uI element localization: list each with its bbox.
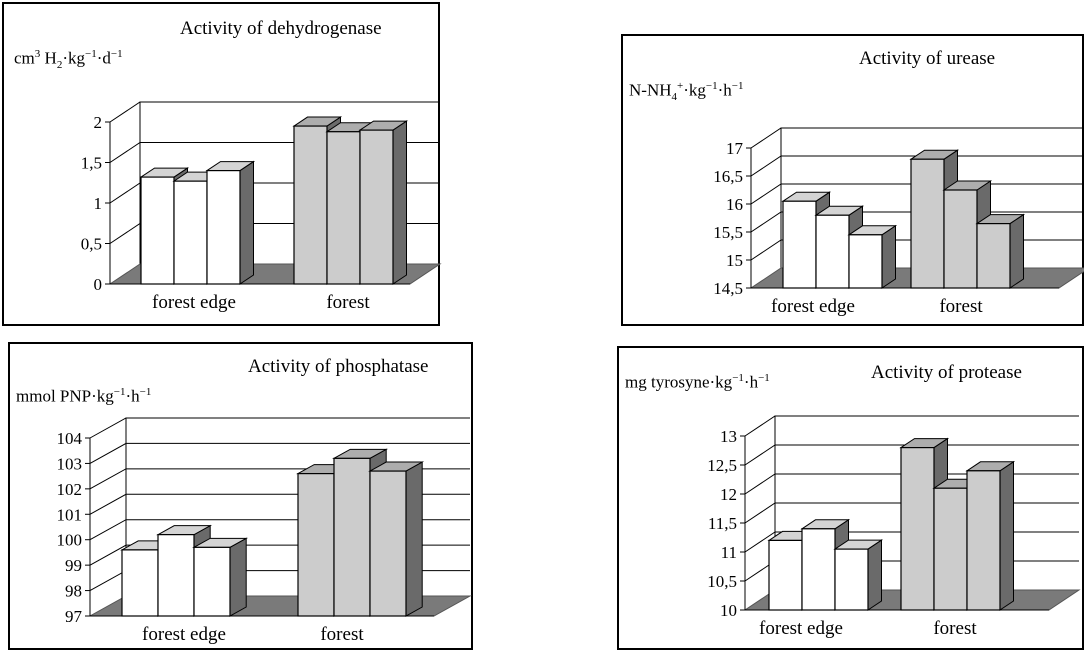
y-tick-label: 10 xyxy=(720,601,737,620)
bar xyxy=(975,213,1026,289)
y-tick-label: 101 xyxy=(57,505,83,524)
y-tick-label: 97 xyxy=(65,607,83,626)
bar-front xyxy=(157,534,195,617)
chart-dehydrogenase: 0 0,5 1 1,5 2 forest edge forest xyxy=(81,101,442,313)
gridline xyxy=(750,155,1084,177)
y-tick-label: 12,5 xyxy=(707,456,737,475)
chart-panel-protease: 10 10,5 11 11,5 12 12,5 13 forest edge forest Ac… xyxy=(617,346,1084,650)
y-tick-label: 11 xyxy=(721,543,737,562)
chart-ylabel: mg tyrosyne·kg−1·h−1 xyxy=(625,372,770,392)
bar-front xyxy=(333,457,371,617)
bar-front xyxy=(782,200,817,289)
bar-front xyxy=(140,176,175,285)
bar-side xyxy=(405,461,423,617)
chart-protease: 10 10,5 11 11,5 12 12,5 13 forest edge forest xyxy=(707,415,1081,639)
bar-front xyxy=(910,158,945,289)
bar-front xyxy=(815,214,850,289)
bar-front xyxy=(966,470,1001,611)
x-category-label: forest xyxy=(326,292,370,313)
chart-panel-phosphatase: 97 98 99 100 101 102 103 104 forest edge forest A… xyxy=(8,342,473,650)
y-tick-label: 15,5 xyxy=(713,223,743,242)
x-category-label: forest edge xyxy=(152,292,236,313)
chart-title: Activity of protease xyxy=(871,362,1022,383)
bar xyxy=(192,537,249,617)
chart-ylabel: mmol PNP·kg−1·h−1 xyxy=(16,386,152,406)
bar-front xyxy=(173,180,208,285)
x-category-label: forest edge xyxy=(771,296,855,317)
chart-panel-urease: 14,5 15 15,5 16 16,5 17 forest edge forest Acti… xyxy=(621,34,1084,326)
x-category-label: forest xyxy=(320,624,364,645)
bar-front xyxy=(801,528,836,611)
bar-front xyxy=(848,234,883,289)
bar-front xyxy=(768,539,803,611)
bar-front xyxy=(976,223,1011,289)
y-tick-label: 13 xyxy=(720,427,737,446)
y-tick-label: 0,5 xyxy=(81,235,102,254)
bar xyxy=(205,160,256,285)
y-tick-label: 100 xyxy=(57,531,83,550)
y-tick-label: 10,5 xyxy=(707,572,737,591)
x-category-label: forest edge xyxy=(759,618,843,639)
bar-side xyxy=(229,537,247,617)
bar-front xyxy=(121,549,159,617)
bar-front xyxy=(326,131,361,285)
bar-front xyxy=(834,548,869,611)
x-category-label: forest edge xyxy=(142,624,226,645)
y-tick-label: 14,5 xyxy=(713,279,743,298)
gridline xyxy=(89,442,470,464)
gridline xyxy=(89,417,470,439)
y-tick-label: 1,5 xyxy=(81,154,102,173)
bar-side xyxy=(1009,213,1024,289)
bar-front xyxy=(206,170,241,285)
gridline xyxy=(744,415,1079,437)
bar-front xyxy=(900,446,935,611)
bar xyxy=(814,205,865,289)
chart-urease: 14,5 15 15,5 16 16,5 17 forest edge forest xyxy=(713,127,1084,317)
y-tick-label: 16,5 xyxy=(713,167,743,186)
y-tick-label: 1 xyxy=(94,194,103,213)
x-category-label: forest xyxy=(939,296,983,317)
y-tick-label: 104 xyxy=(57,429,83,448)
bar-front xyxy=(933,487,968,611)
gridline xyxy=(750,127,1084,149)
y-tick-label: 98 xyxy=(65,582,82,601)
bar-front xyxy=(297,473,335,617)
y-tick-label: 17 xyxy=(726,139,744,158)
bar xyxy=(368,461,425,617)
gridline xyxy=(744,444,1079,466)
bar xyxy=(965,460,1016,611)
bar-front xyxy=(369,470,407,617)
chart-title: Activity of dehydrogenase xyxy=(180,18,382,39)
y-tick-label: 2 xyxy=(94,113,103,132)
bar xyxy=(847,224,898,289)
bar-side xyxy=(999,460,1014,611)
bar-side xyxy=(867,539,882,611)
chart-title: Activity of phosphatase xyxy=(248,356,429,377)
chart-ylabel: N-NH4+·kg−1·h−1 xyxy=(629,80,744,104)
bar xyxy=(358,120,409,285)
bar-side xyxy=(239,160,254,285)
chart-phosphatase: 97 98 99 100 101 102 103 104 forest edge forest xyxy=(57,417,472,645)
chart-ylabel: cm3 H2·kg−1·d−1 xyxy=(14,48,123,72)
bar xyxy=(833,539,884,611)
bar-front xyxy=(293,125,328,285)
bar-front xyxy=(359,129,394,285)
chart-panel-dehydrogenase: 0 0,5 1 1,5 2 forest edge forest Activity of d… xyxy=(2,2,442,326)
y-tick-label: 16 xyxy=(726,195,743,214)
bar-side xyxy=(392,120,407,285)
y-tick-label: 0 xyxy=(94,275,103,294)
y-tick-label: 15 xyxy=(726,251,743,270)
y-tick-label: 99 xyxy=(65,556,82,575)
x-category-label: forest xyxy=(933,618,977,639)
bar-front xyxy=(193,546,231,617)
chart-title: Activity of urease xyxy=(859,48,996,69)
bar-front xyxy=(943,189,978,289)
y-tick-label: 12 xyxy=(720,485,737,504)
y-tick-label: 103 xyxy=(57,454,83,473)
gridline xyxy=(109,101,440,123)
y-tick-label: 102 xyxy=(57,480,83,499)
y-tick-label: 11,5 xyxy=(708,514,737,533)
bar-side xyxy=(881,224,896,289)
